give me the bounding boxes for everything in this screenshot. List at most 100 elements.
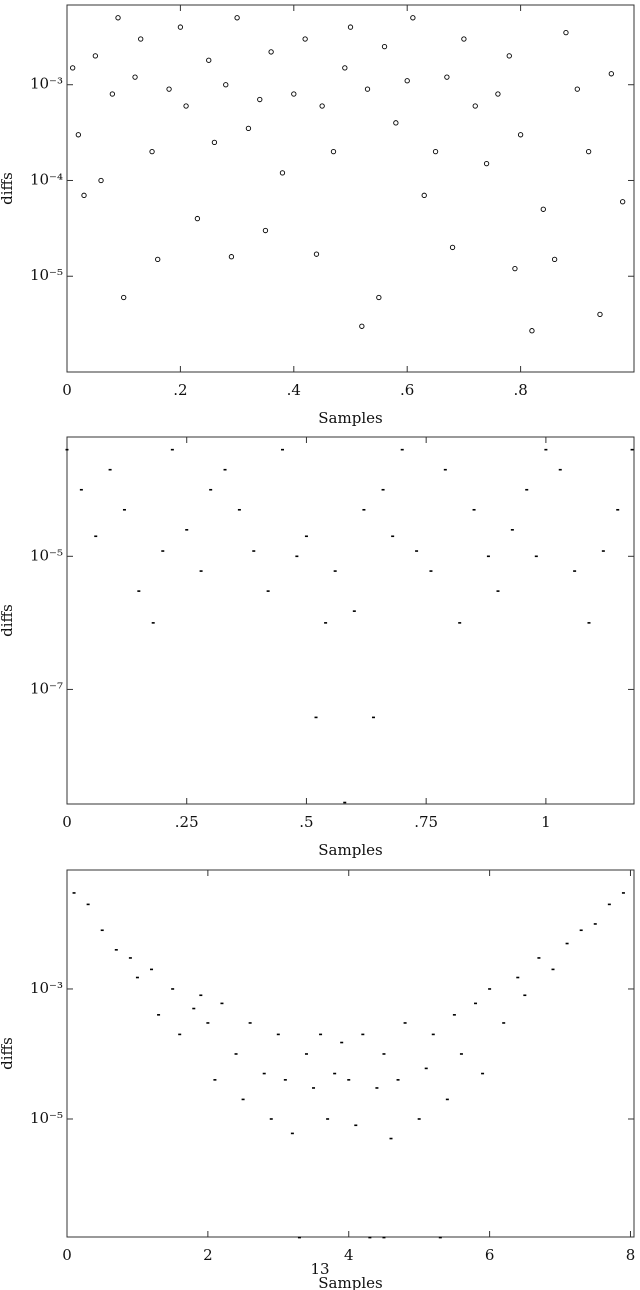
data-point [326,1118,330,1120]
data-point [587,622,591,624]
data-point [597,311,603,317]
data-point [585,149,592,155]
data-point [382,1236,386,1239]
data-point [283,1079,287,1081]
data-point [404,78,410,84]
data-point [389,1137,393,1140]
data-point [324,622,328,624]
data-point [421,192,427,198]
data-point [150,968,154,971]
data-point [109,91,116,97]
data-point [381,488,385,491]
data-point [391,535,395,538]
data-point [371,716,375,719]
data-point [347,1079,351,1081]
x-tick-label: 1 [541,813,551,831]
data-point [551,968,555,971]
data-point [364,86,371,92]
data-point [234,15,240,21]
data-point [472,508,476,511]
axis-box [66,4,635,373]
data-point [424,1067,428,1070]
data-point [551,256,558,263]
data-point [237,508,241,511]
data-point [178,1033,182,1036]
chart-panel: 10⁻⁵ 10⁻⁷ 0 .25 .5 .75 1 Samples diffs [0,436,635,859]
y-axis-label: diffs [0,1037,16,1070]
data-point [170,448,174,451]
data-point [495,91,501,97]
data-point [304,535,308,538]
data-point [192,1007,196,1010]
data-point [340,1041,344,1044]
data-point [443,468,447,471]
data-point [132,74,138,80]
data-point [319,1033,323,1036]
data-point [529,328,535,334]
data-point [486,555,490,558]
data-point [516,976,520,979]
data-point [359,323,365,329]
data-point [579,929,583,932]
data-point [512,266,518,272]
data-point [151,622,155,624]
x-tick-label: 6 [485,1246,495,1264]
data-point [376,294,382,301]
data-point [496,590,500,592]
data-point [403,1022,407,1024]
data-point [574,86,580,92]
axis-box [66,869,635,1238]
data-point [72,892,76,894]
data-point [65,448,69,451]
y-tick-label: 10⁻³ [30,979,63,997]
data-point [302,36,308,42]
x-tick-label: .4 [287,381,301,399]
y-axis-label: diffs [0,172,16,205]
data-point [573,570,577,572]
data-point [248,1022,252,1024]
data-point [314,716,318,719]
data-point [354,1124,358,1127]
data-point [290,1132,294,1135]
data-point [92,53,99,59]
y-tick-label: 10⁻⁵ [30,546,63,564]
data-point [262,1072,266,1075]
data-point [211,139,218,146]
data-point [481,1072,485,1075]
data-point [452,1014,456,1016]
data-point [472,103,478,109]
data-point [297,1236,301,1239]
y-tick-label: 10⁻⁴ [30,170,63,188]
data-point [262,227,269,234]
x-tick-label: 4 [344,1246,354,1264]
data-point [79,488,83,491]
x-tick-label: 2 [203,1246,213,1264]
y-tick-label: 10⁻⁷ [30,679,63,697]
data-point [137,590,141,592]
data-point [438,1236,442,1239]
data-point [483,160,490,167]
data-point [206,57,212,63]
data-point [228,254,235,260]
data-point [361,1033,365,1036]
data-point [449,244,456,251]
data-point [171,988,175,990]
data-point [382,1053,386,1055]
data-point [458,622,462,624]
data-point [199,994,203,997]
data-point [183,103,189,109]
data-point [506,53,512,59]
data-point [115,15,121,21]
data-point [194,215,201,222]
data-point [266,590,270,592]
data-point [319,103,325,109]
data-point [445,1098,449,1101]
data-point [209,488,213,491]
y-tick-label: 10⁻⁵ [30,266,63,284]
data-point [121,294,127,301]
data-point [177,24,184,30]
y-tick-label: 10⁻⁵ [30,1109,63,1127]
data-point [75,132,81,138]
